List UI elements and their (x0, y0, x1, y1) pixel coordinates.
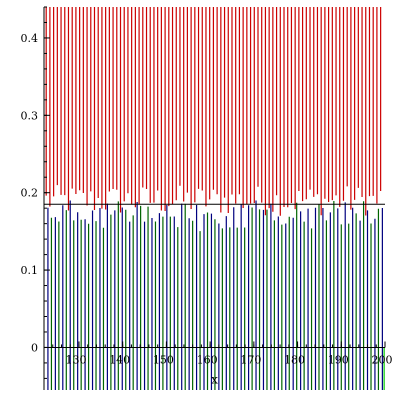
y-tick-label: 0 (31, 341, 38, 354)
series-1 (47, 200, 383, 390)
x-tick-label: 140 (109, 353, 130, 366)
x-axis-title: x (211, 372, 218, 386)
y-tick-label: 0.1 (21, 264, 39, 277)
x-tick-label: 170 (240, 353, 261, 366)
y-tick-label: 0.4 (21, 32, 39, 45)
x-tick-label: 180 (284, 353, 305, 366)
series-layer (45, 7, 385, 390)
x-tick-label: 130 (65, 353, 86, 366)
y-tick-label: 0.3 (21, 109, 39, 122)
ticks-layer: 0 0.1 0.2 0.3 0.4 130 140 150 160 170 180 190 200 (21, 6, 393, 379)
series-0 (45, 7, 382, 216)
series-2 (50, 200, 380, 390)
x-tick-label: 150 (153, 353, 174, 366)
x-tick-label: 190 (328, 353, 349, 366)
x-tick-label: 160 (197, 353, 218, 366)
x-tick-label: 200 (372, 353, 393, 366)
y-tick-label: 0.2 (21, 187, 39, 200)
